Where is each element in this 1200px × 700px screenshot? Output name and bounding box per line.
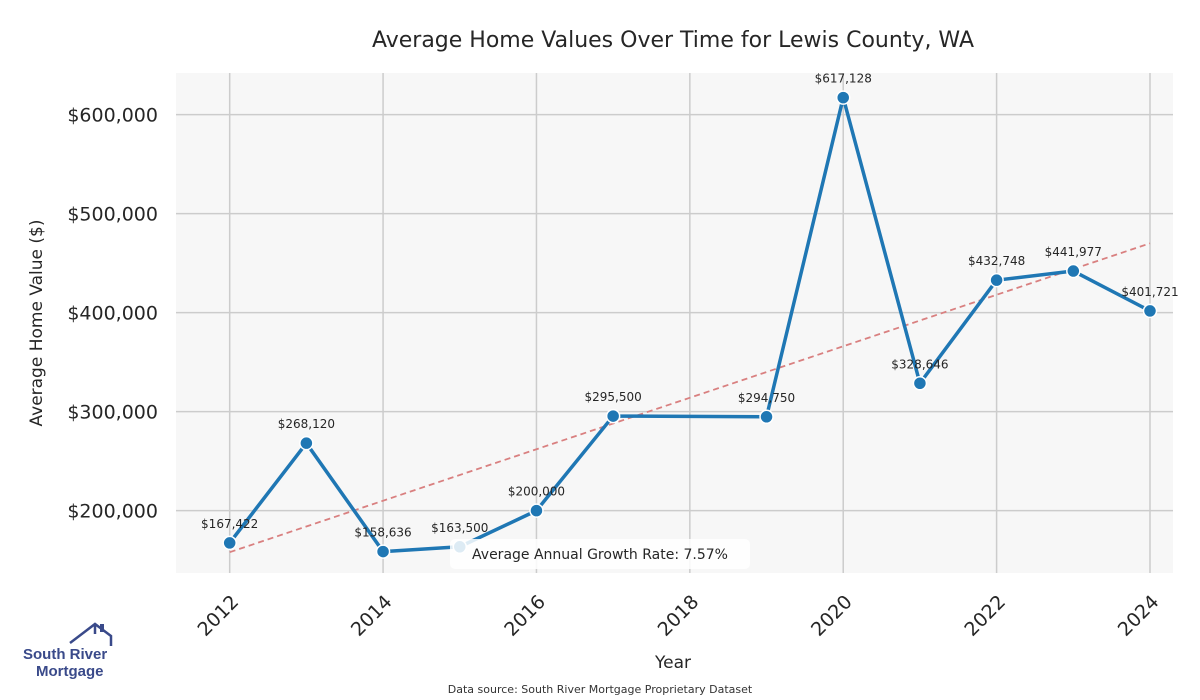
data-point: [375, 544, 391, 559]
x-tick-label: 2020: [807, 591, 857, 641]
data-point: [1142, 303, 1158, 319]
x-tick-label: 2012: [193, 591, 243, 641]
data-label: $295,500: [585, 390, 642, 404]
data-label: $432,748: [968, 254, 1025, 268]
house-roof-icon: [69, 622, 113, 646]
x-tick-label: 2014: [347, 591, 397, 641]
data-point: [989, 272, 1004, 288]
data-label: $163,500: [431, 521, 488, 535]
data-labels: $167,422 $268,120 $158,636 $163,500 $200,000…: [201, 72, 1179, 540]
data-label: $268,120: [278, 417, 335, 431]
y-axis-label: Average Home Value ($): [27, 220, 47, 427]
trend-line: [229, 242, 1151, 554]
x-axis-ticks: 2012 2014 2016 2018 2020 2022 2024: [193, 591, 1163, 641]
data-label: $328,646: [891, 357, 948, 371]
grid-lines: [176, 73, 1173, 573]
chimney-icon: [100, 624, 104, 632]
logo-line2: Mortgage: [36, 663, 104, 680]
annotation-text: Average Annual Growth Rate: 7.57%: [472, 547, 728, 563]
annotation-box: [450, 539, 750, 569]
data-point: [605, 408, 621, 424]
y-tick-label: $500,000: [67, 204, 158, 226]
series-line: [228, 95, 1151, 554]
y-axis-ticks: $200,000 $300,000 $400,000 $500,000 $600,000: [67, 105, 158, 523]
data-point: [1066, 263, 1081, 279]
data-label: $294,750: [738, 391, 795, 405]
x-tick-label: 2024: [1114, 591, 1164, 641]
data-label: $441,977: [1045, 245, 1102, 259]
data-point: [529, 503, 544, 518]
x-tick-label: 2016: [500, 591, 550, 641]
data-label: $617,128: [815, 72, 872, 86]
data-point: [759, 409, 774, 425]
data-point: [835, 90, 851, 105]
data-label: $158,636: [354, 526, 411, 540]
data-source-note: Data source: South River Mortgage Propri…: [448, 683, 753, 696]
data-label: $401,721: [1121, 285, 1178, 299]
y-tick-label: $400,000: [67, 303, 158, 325]
y-tick-label: $600,000: [67, 105, 158, 127]
south-river-mortgage-logo: South River Mortgage: [23, 622, 113, 680]
y-tick-label: $300,000: [67, 402, 158, 424]
chart-title: Average Home Values Over Time for Lewis …: [372, 28, 974, 53]
x-tick-label: 2022: [960, 591, 1010, 641]
data-label: $200,000: [508, 485, 565, 499]
data-point: [912, 376, 928, 391]
data-label: $167,422: [201, 517, 258, 531]
growth-rate-annotation: Average Annual Growth Rate: 7.57%: [450, 539, 750, 569]
plot-area: [176, 73, 1173, 573]
x-tick-label: 2018: [654, 591, 704, 641]
y-tick-label: $200,000: [67, 501, 158, 523]
x-axis-label: Year: [654, 653, 691, 673]
data-point: [299, 435, 314, 451]
logo-line1: South River: [23, 646, 107, 663]
data-point: [222, 535, 237, 551]
